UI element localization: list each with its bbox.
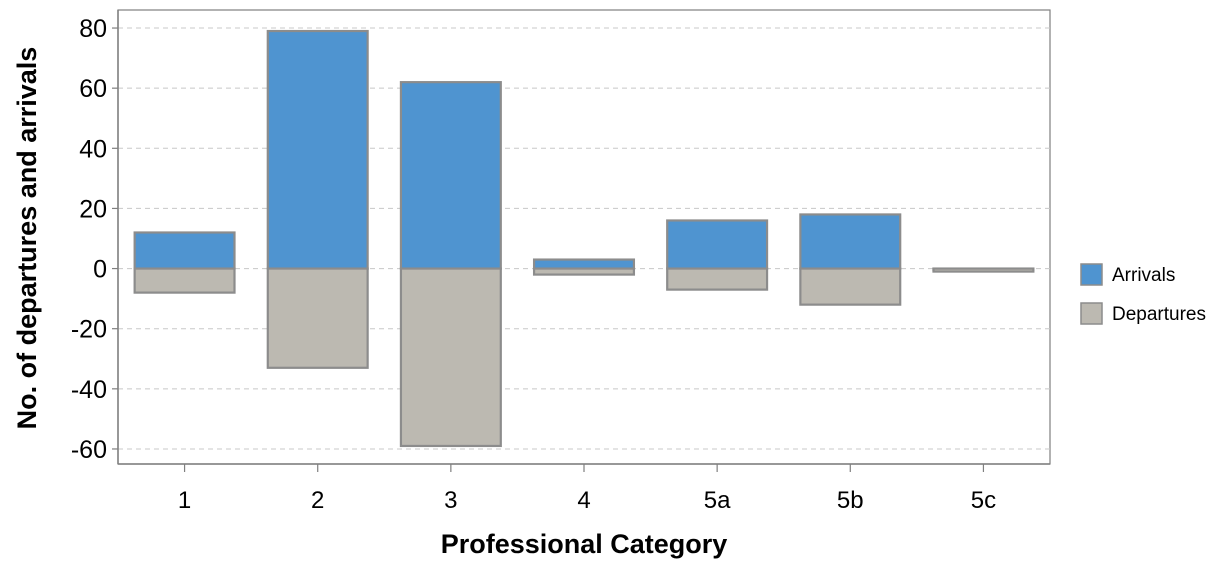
legend-label-departures: Departures [1112,304,1206,325]
legend-label-arrivals: Arrivals [1112,265,1175,286]
axes: 80 60 40 20 0 -20 -40 -60 1 2 3 4 5a 5b 5c [71,10,1050,514]
bar-departures-3 [399,267,502,448]
x-tick-label: 3 [444,487,457,514]
x-tick-label: 5c [971,487,996,514]
y-tick-label: -20 [71,316,107,344]
bar-arrivals-4 [532,258,636,270]
bar-departures-5c [932,267,1035,273]
bar-departures-5b [799,267,902,306]
x-tick-label: 2 [311,487,324,514]
bar-departures-2 [266,267,369,369]
bar-arrivals-5b [799,213,902,270]
y-axis-title: No. of departures and arrivals [12,47,42,430]
bar-departures-1 [133,267,236,294]
grid-lines [117,9,1051,465]
y-tick-label: -60 [71,436,107,464]
bars [133,29,1035,448]
y-tick-label: -40 [71,376,107,404]
bar-departures-5a [666,267,769,291]
plot-frame [117,9,1051,465]
x-tick-label: 4 [577,487,590,514]
x-tick-label: 1 [178,487,191,514]
y-tick-label: 40 [79,135,107,163]
bar-departures-4 [532,267,636,276]
x-tick-label: 5a [704,487,731,514]
legend: Arrivals Departures [1080,263,1206,325]
y-tick-label: 20 [79,195,107,223]
bar-arrivals-1 [133,231,236,270]
y-tick-label: 60 [79,75,107,103]
x-tick-label: 5b [837,487,864,514]
bar-arrivals-5a [666,219,769,270]
bar-arrivals-3 [399,81,502,270]
y-tick-label: 0 [93,256,107,284]
y-tick-label: 80 [79,15,107,43]
bar-arrivals-2 [266,29,369,270]
legend-swatch-departures [1080,302,1103,325]
x-axis-title: Professional Category [441,529,728,559]
legend-swatch-arrivals [1080,263,1103,286]
